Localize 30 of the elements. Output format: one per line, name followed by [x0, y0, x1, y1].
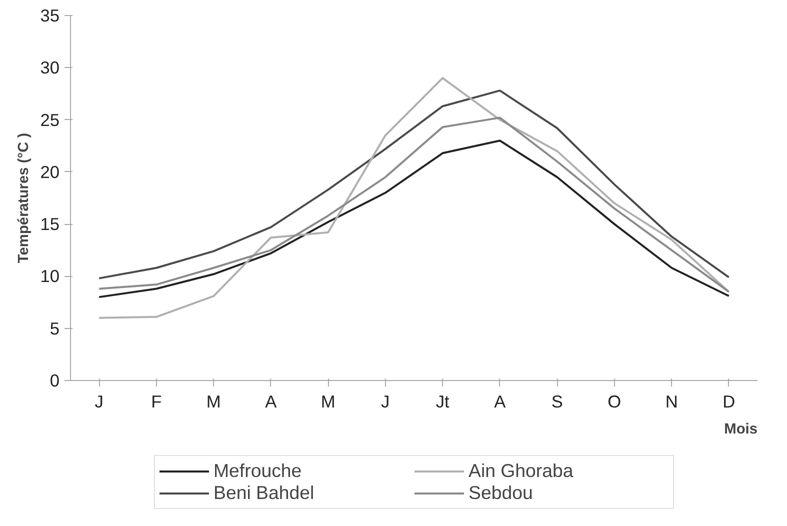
x-tick-label: D: [722, 392, 736, 412]
x-tick-label: Jt: [436, 392, 450, 412]
y-tick-label: 0: [50, 370, 60, 390]
x-tick-label: O: [608, 392, 622, 412]
y-tick-label: 5: [50, 318, 60, 338]
legend-label: Sebdou: [468, 482, 534, 504]
x-tick-label: M: [206, 392, 221, 412]
y-tick-label: 30: [40, 58, 60, 78]
x-tick-label: N: [665, 392, 678, 412]
x-axis-title: Mois: [724, 422, 758, 438]
legend-label: Mefrouche: [214, 460, 303, 482]
x-tick-label: J: [381, 392, 390, 412]
y-tick-label: 35: [40, 6, 60, 26]
y-tick-label: 20: [40, 162, 60, 182]
x-tick-label: F: [151, 392, 162, 412]
x-tick-label: A: [265, 392, 278, 412]
x-tick-label: S: [551, 392, 563, 412]
y-tick-label: 15: [40, 214, 60, 234]
x-tick-label: A: [494, 392, 506, 412]
y-tick-label: 25: [40, 110, 60, 130]
y-axis-title: Températures (°C ): [16, 132, 32, 264]
x-tick-label: J: [94, 392, 104, 412]
line-series: [98, 77, 730, 319]
y-tick-label: 10: [40, 266, 60, 286]
legend-label: Ain Ghoraba: [468, 460, 574, 482]
line-series: [98, 90, 730, 280]
legend-label: Beni Bahdel: [214, 482, 316, 504]
line-series: [98, 140, 730, 298]
x-tick-label: M: [320, 392, 336, 412]
line-series: [98, 116, 730, 293]
